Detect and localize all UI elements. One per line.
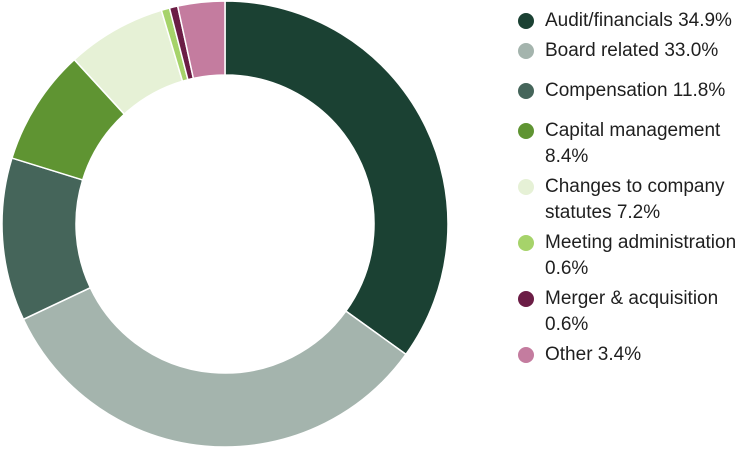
legend-item-audit-financials: Audit/financials 34.9% <box>518 8 746 34</box>
legend-item-changes-to-company-statutes: Changes to company statutes 7.2% <box>518 174 746 226</box>
legend-label-other: Other 3.4% <box>545 344 642 365</box>
legend-label-board-related: Board related 33.0% <box>545 40 719 61</box>
legend-swatch-capital-management <box>518 123 534 139</box>
legend-item-compensation: Compensation 11.8% <box>518 78 746 104</box>
legend-swatch-audit-financials <box>518 13 534 29</box>
legend-label-merger-acquisition: Merger & acquisition 0.6% <box>545 288 719 335</box>
legend-swatch-meeting-administration <box>518 235 534 251</box>
legend-label-audit-financials: Audit/financials 34.9% <box>545 10 732 31</box>
legend-label-meeting-administration: Meeting administration 0.6% <box>545 232 737 279</box>
legend-item-other: Other 3.4% <box>518 342 746 368</box>
legend-item-merger-acquisition: Merger & acquisition 0.6% <box>518 286 746 338</box>
legend-label-capital-management: Capital management 8.4% <box>545 120 721 167</box>
legend-swatch-changes-to-company-statutes <box>518 179 534 195</box>
legend-item-meeting-administration: Meeting administration 0.6% <box>518 230 746 282</box>
legend-swatch-merger-acquisition <box>518 291 534 307</box>
legend-item-capital-management: Capital management 8.4% <box>518 118 746 170</box>
legend-item-board-related: Board related 33.0% <box>518 38 746 64</box>
legend-label-compensation: Compensation 11.8% <box>545 80 726 101</box>
legend-swatch-compensation <box>518 83 534 99</box>
legend: Audit/financials 34.9% Board related 33.… <box>518 8 746 372</box>
slice-board-related <box>22 286 407 448</box>
legend-swatch-board-related <box>518 43 534 59</box>
slice-audit-financials <box>224 0 449 356</box>
legend-label-changes-to-company-statutes: Changes to company statutes 7.2% <box>545 176 725 223</box>
legend-swatch-other <box>518 347 534 363</box>
slice-other <box>176 0 226 80</box>
